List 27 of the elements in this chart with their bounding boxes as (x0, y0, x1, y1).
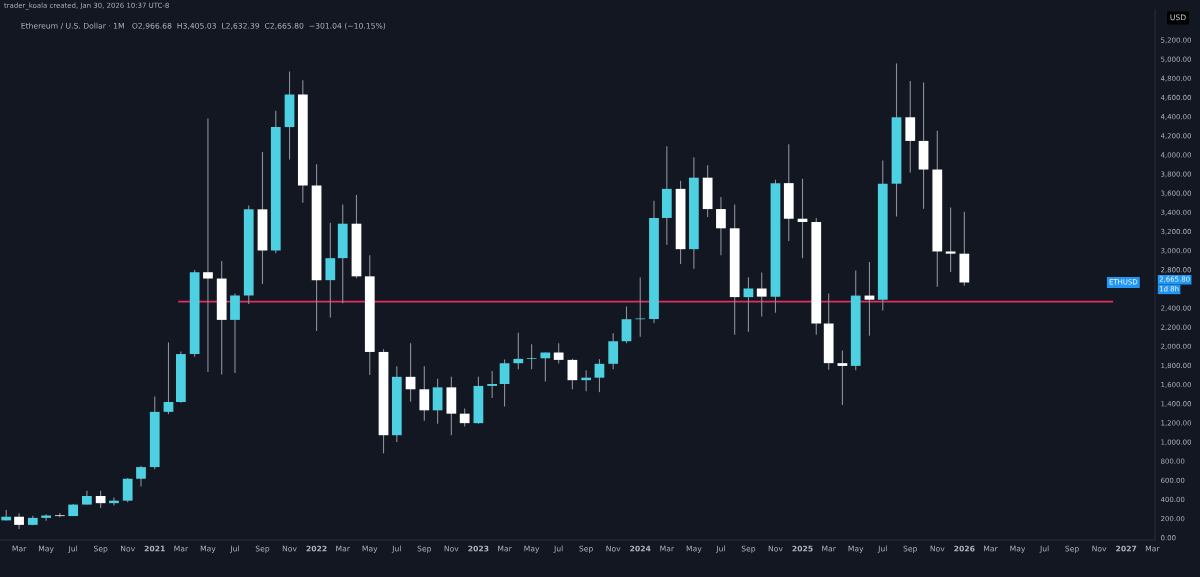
candlestick (756, 271, 767, 318)
candlestick (526, 343, 537, 370)
candlestick (621, 305, 632, 344)
candlestick (945, 206, 956, 273)
candlestick (864, 261, 875, 337)
candlestick (419, 365, 430, 422)
candlestick (499, 359, 510, 408)
candlestick (594, 358, 605, 393)
candlestick (163, 341, 174, 415)
candlestick (14, 512, 24, 530)
candlestick (837, 349, 848, 406)
candlestick (487, 370, 498, 399)
candlestick (203, 117, 213, 373)
candlestick (905, 80, 916, 174)
candlestick (608, 332, 619, 370)
candlestick (716, 196, 726, 256)
candlestick (325, 222, 336, 319)
candlestick (122, 477, 133, 503)
candlestick (136, 465, 146, 487)
candlestick (513, 332, 524, 370)
candlestick (459, 407, 470, 428)
candlestick (635, 277, 646, 338)
candlestick (553, 342, 564, 364)
candlestick (567, 358, 578, 390)
candlestick (743, 276, 754, 333)
candlestick (54, 512, 65, 518)
candlestick (432, 378, 443, 425)
